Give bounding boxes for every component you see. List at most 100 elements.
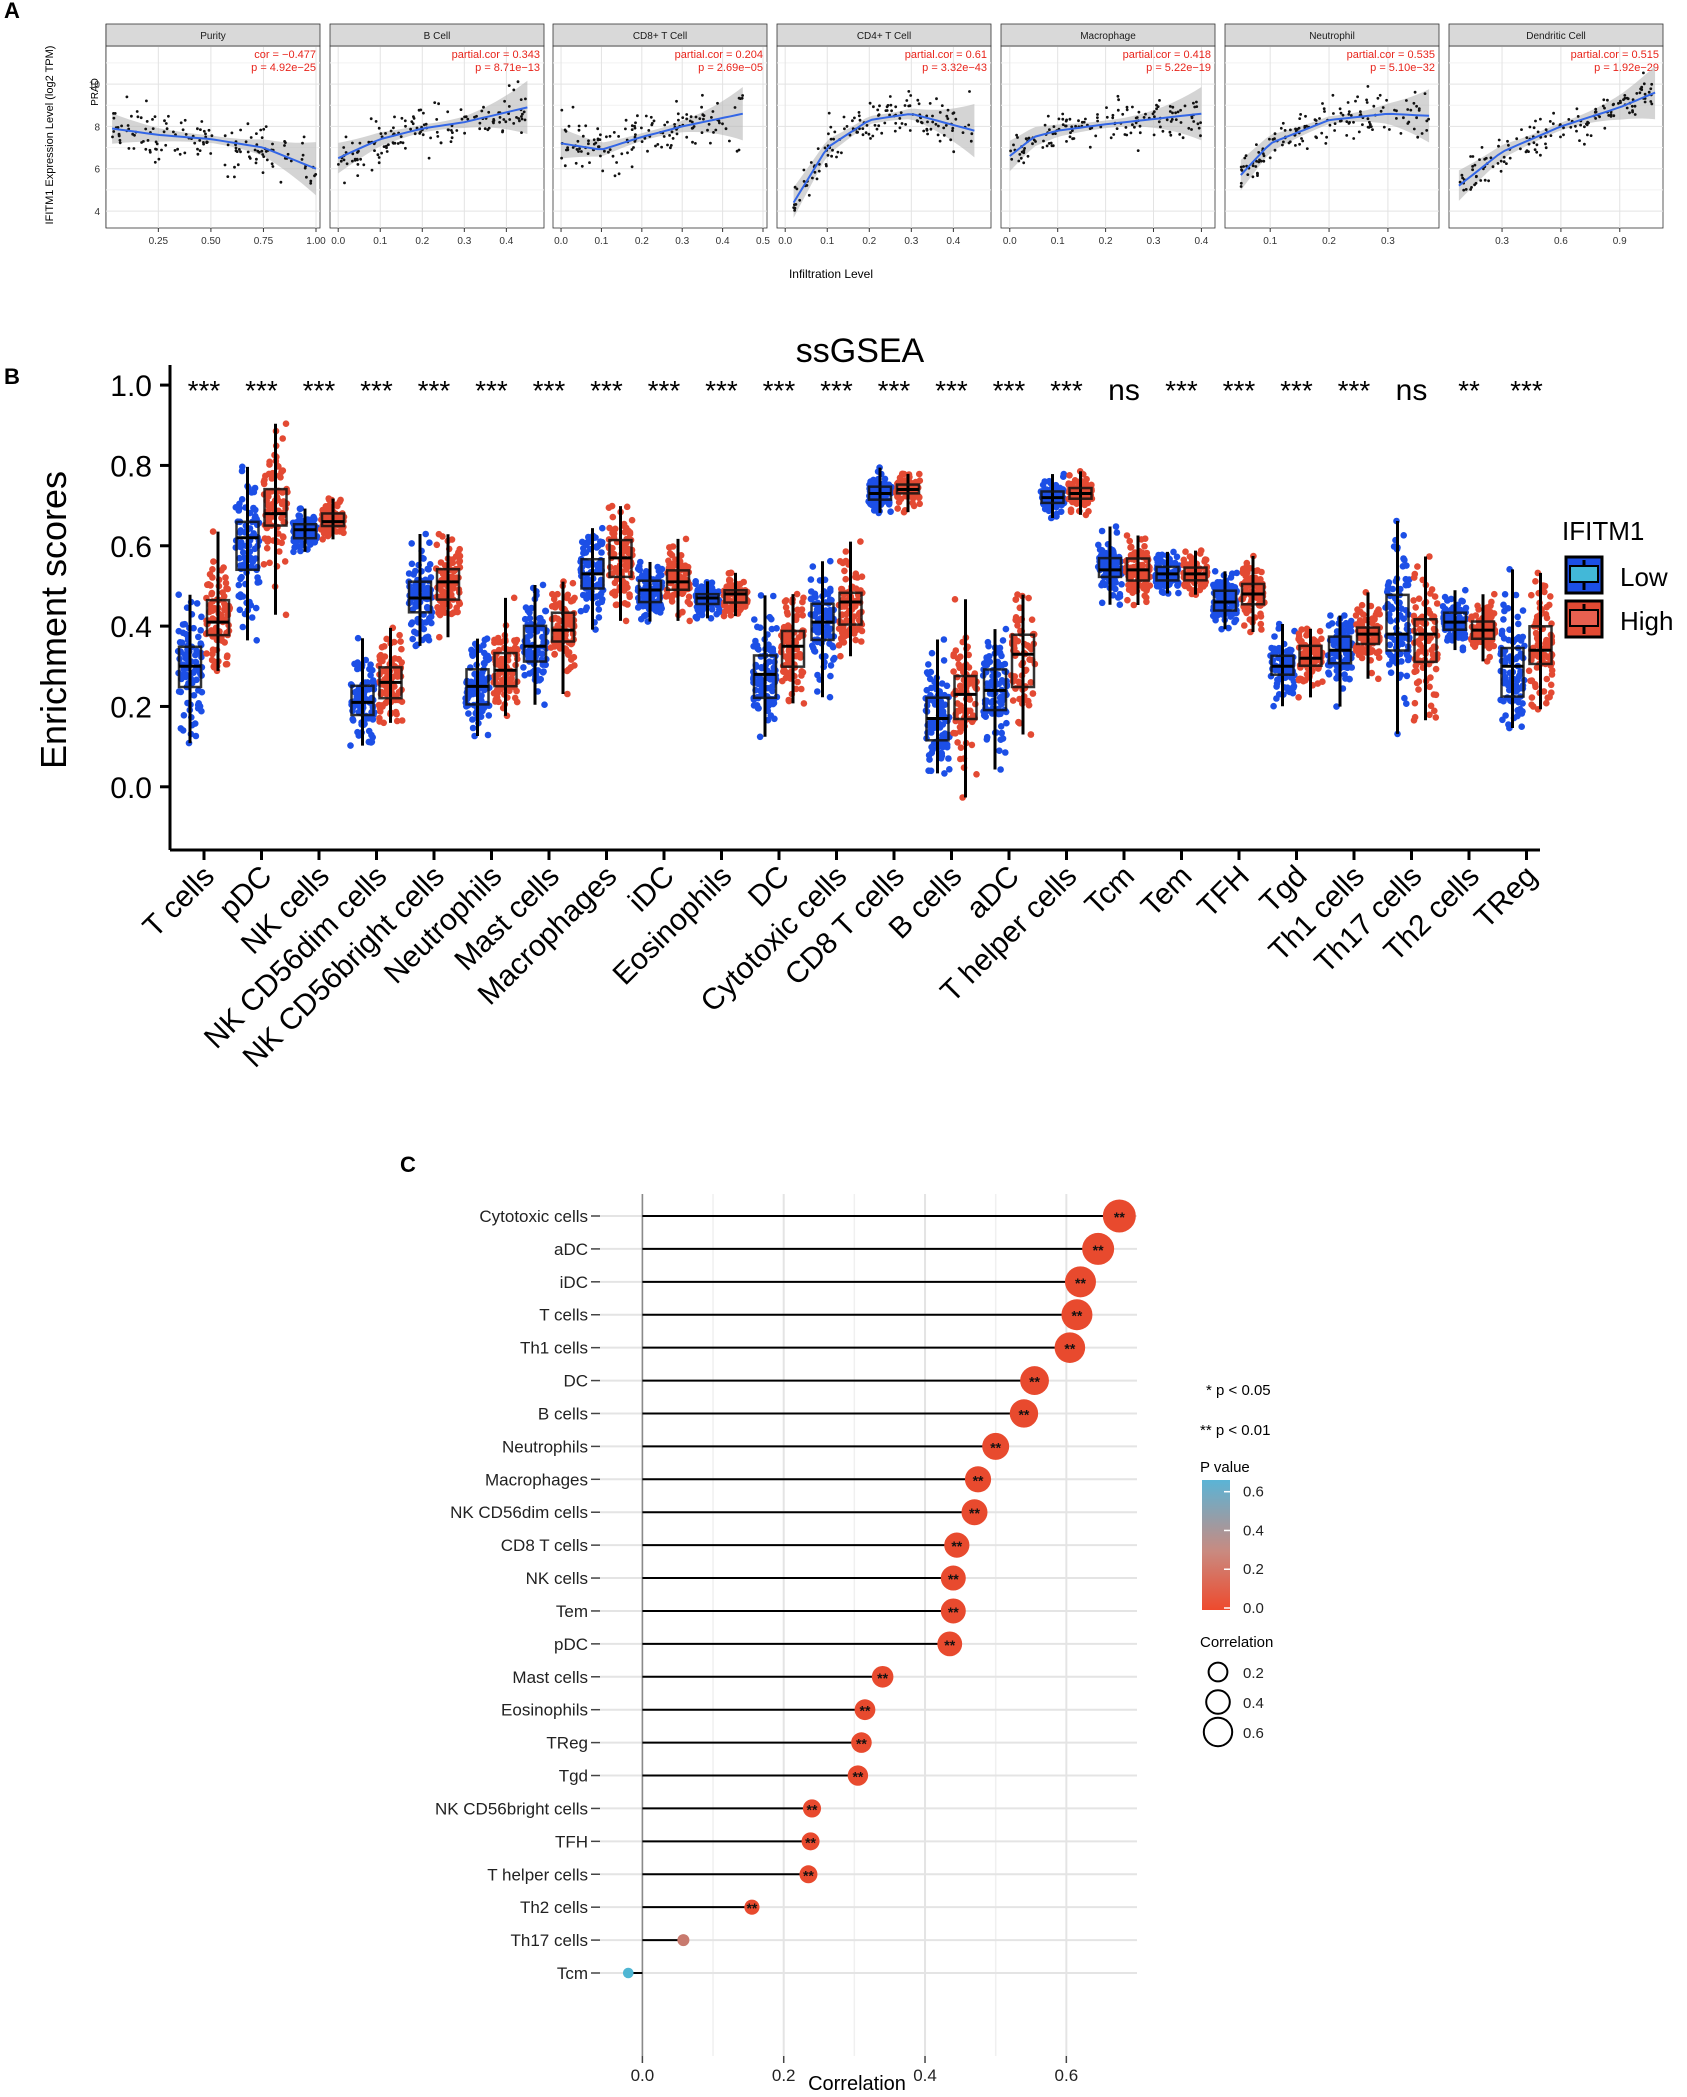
data-point xyxy=(931,114,934,118)
data-point xyxy=(130,114,133,118)
data-point xyxy=(1320,131,1324,135)
data-point xyxy=(904,123,907,126)
data-point xyxy=(266,559,273,567)
data-point xyxy=(795,607,802,614)
data-point xyxy=(1096,119,1099,123)
data-point xyxy=(1379,109,1383,113)
data-point xyxy=(851,630,858,637)
data-point xyxy=(408,540,416,547)
data-point xyxy=(297,505,305,512)
data-point xyxy=(1528,125,1532,129)
data-point xyxy=(1341,113,1345,117)
data-point xyxy=(1313,638,1321,646)
data-point xyxy=(365,686,373,693)
data-point xyxy=(1583,125,1586,129)
data-point xyxy=(339,159,343,163)
data-point xyxy=(848,133,852,137)
data-point xyxy=(253,637,260,644)
data-point xyxy=(523,118,527,122)
data-point xyxy=(282,611,290,619)
data-point xyxy=(899,111,903,114)
data-point xyxy=(611,592,619,599)
data-point xyxy=(1098,599,1106,607)
data-point xyxy=(666,120,669,124)
data-point xyxy=(182,671,190,678)
data-point xyxy=(1609,115,1613,118)
data-point xyxy=(1289,128,1292,132)
data-point xyxy=(750,702,758,709)
data-point xyxy=(856,130,859,134)
data-point xyxy=(830,154,833,158)
data-point xyxy=(1525,136,1529,140)
data-point xyxy=(254,161,258,165)
data-point xyxy=(370,168,374,172)
data-point xyxy=(528,627,535,634)
x-tick-label: 0.3 xyxy=(1495,236,1509,247)
data-point xyxy=(1578,139,1581,143)
data-point xyxy=(481,649,488,657)
data-point xyxy=(1227,574,1235,581)
data-point xyxy=(1118,581,1125,588)
data-point xyxy=(832,137,835,141)
data-point xyxy=(421,133,425,137)
data-point xyxy=(1487,179,1490,183)
data-point xyxy=(840,151,843,155)
data-point xyxy=(633,135,637,139)
data-point xyxy=(1271,633,1278,640)
data-point xyxy=(1049,141,1053,145)
data-point xyxy=(593,543,600,550)
data-point xyxy=(584,124,588,128)
data-point xyxy=(599,154,602,158)
data-point xyxy=(1210,581,1217,589)
data-point xyxy=(785,696,792,704)
data-point xyxy=(980,712,988,719)
data-point xyxy=(521,112,524,116)
data-point xyxy=(612,131,616,134)
data-point xyxy=(907,104,911,108)
data-point xyxy=(941,770,948,777)
data-point xyxy=(480,109,484,113)
data-point xyxy=(357,149,360,153)
data-point xyxy=(1251,164,1255,168)
data-point xyxy=(1069,480,1076,488)
data-point xyxy=(900,122,904,125)
data-point xyxy=(793,185,797,189)
data-point xyxy=(565,617,572,625)
data-point xyxy=(439,141,443,145)
data-point xyxy=(1612,114,1616,118)
data-point xyxy=(1499,159,1503,163)
data-point xyxy=(190,692,198,699)
data-point xyxy=(1323,110,1326,113)
data-point xyxy=(827,585,834,593)
data-point xyxy=(1642,71,1645,75)
data-point xyxy=(233,175,236,179)
data-point xyxy=(262,472,269,480)
data-point xyxy=(251,545,259,553)
data-point xyxy=(1295,630,1303,637)
data-point xyxy=(364,679,371,686)
data-point xyxy=(424,584,432,592)
data-point xyxy=(205,581,212,588)
data-point xyxy=(222,603,229,610)
data-point xyxy=(380,151,383,155)
data-point xyxy=(1109,548,1117,555)
data-point xyxy=(353,660,361,668)
data-point xyxy=(885,109,889,112)
data-point xyxy=(1115,127,1119,130)
data-point xyxy=(492,698,499,705)
data-point xyxy=(279,180,283,184)
data-point xyxy=(1333,129,1336,132)
data-point xyxy=(1413,90,1417,94)
data-point xyxy=(707,122,711,126)
data-point xyxy=(478,121,482,125)
data-point xyxy=(539,633,546,641)
data-point xyxy=(193,141,197,145)
data-point xyxy=(813,606,821,613)
data-point xyxy=(112,116,116,120)
data-point xyxy=(654,144,657,148)
data-point xyxy=(1168,130,1172,134)
data-point xyxy=(1116,94,1120,98)
data-point xyxy=(551,650,558,658)
data-point xyxy=(393,115,396,119)
